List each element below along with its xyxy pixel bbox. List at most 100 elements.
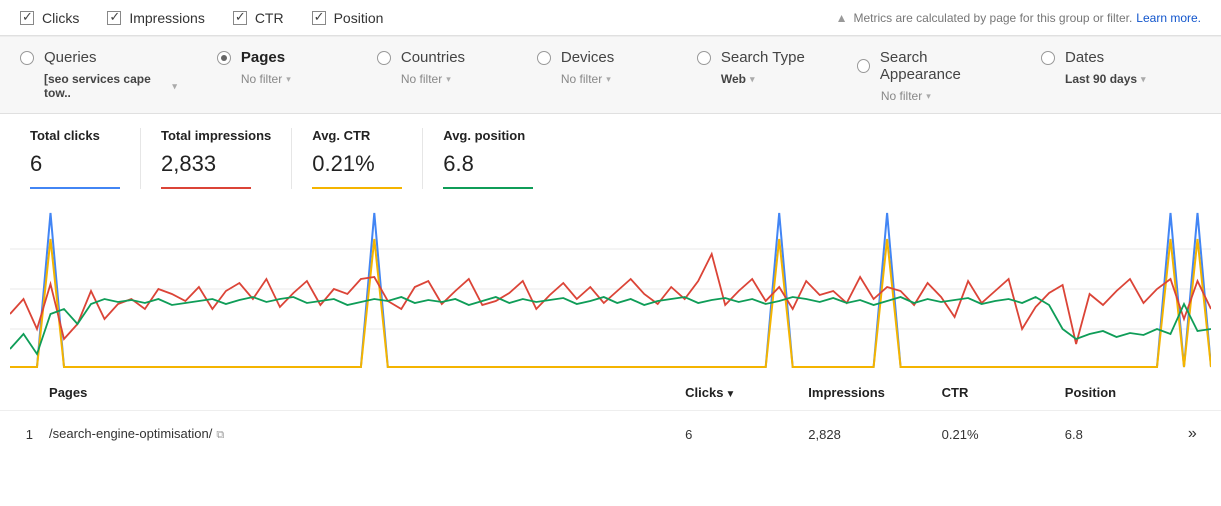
filter-head: Search Appearance	[857, 49, 1001, 83]
calculation-notice: ▲ Metrics are calculated by page for thi…	[836, 11, 1201, 25]
metric-position[interactable]: Avg. position6.8	[423, 128, 553, 189]
cell-ctr: 0.21%	[934, 411, 1057, 458]
trend-chart	[10, 209, 1211, 369]
col-pages[interactable]: Pages	[41, 375, 677, 411]
filter-sub-text: No filter	[881, 89, 922, 103]
filter-sub[interactable]: Web ▾	[721, 72, 817, 86]
toggle-label: Impressions	[129, 10, 204, 26]
filter-head: Search Type	[697, 49, 817, 66]
metric-ctr[interactable]: Avg. CTR0.21%	[292, 128, 423, 189]
series-position	[10, 297, 1211, 354]
filter-label: Countries	[401, 49, 465, 66]
notice-text: Metrics are calculated by page for this …	[853, 11, 1132, 25]
radio-icon	[20, 51, 34, 65]
toggle-label: CTR	[255, 10, 284, 26]
toggle-impressions[interactable]: Impressions	[107, 10, 204, 26]
chevron-down-icon: ▾	[1141, 74, 1146, 85]
filter-countries[interactable]: Countries No filter▾	[377, 49, 497, 103]
dimension-filter-bar: Queries[seo services cape tow..▾PagesNo …	[0, 36, 1221, 114]
col-ctr[interactable]: CTR	[934, 375, 1057, 411]
table-header-row: PagesClicks▼ImpressionsCTRPosition	[0, 375, 1221, 411]
filter-label: Search Type	[721, 49, 805, 66]
filter-searchtype[interactable]: Search Type Web ▾	[697, 49, 817, 103]
chevron-down-icon: ▾	[172, 81, 177, 92]
filter-head: Dates	[1041, 49, 1161, 66]
filter-devices[interactable]: Devices No filter ▾	[537, 49, 657, 103]
metric-value: 6.8	[443, 151, 533, 187]
radio-icon	[377, 51, 391, 65]
filter-label: Pages	[241, 49, 285, 66]
metric-underline	[30, 187, 120, 189]
sort-indicator-icon: ▼	[725, 389, 735, 400]
cell-position: 6.8	[1057, 411, 1180, 458]
radio-icon	[697, 51, 711, 65]
filter-sub[interactable]: No filter▾	[241, 72, 337, 86]
filter-head: Pages	[217, 49, 337, 66]
cell-pages: /search-engine-optimisation/ ⧉	[41, 411, 677, 458]
toggle-position[interactable]: Position	[312, 10, 384, 26]
metric-value: 2,833	[161, 151, 271, 187]
series-clicks	[10, 213, 1211, 367]
chevron-down-icon: ▾	[926, 91, 931, 102]
filter-sub-text: Web	[721, 72, 746, 86]
filter-label: Queries	[44, 49, 97, 66]
summary-metrics: Total clicks6Total impressions2,833Avg. …	[0, 114, 1221, 189]
checkbox-icon	[233, 11, 247, 25]
toggle-label: Clicks	[42, 10, 79, 26]
filter-dates[interactable]: Dates Last 90 days ▾	[1041, 49, 1161, 103]
filter-sub[interactable]: No filter ▾	[561, 72, 657, 86]
external-link-icon[interactable]: ⧉	[216, 429, 224, 441]
filter-sub-text: [seo services cape tow..	[44, 72, 168, 100]
cell-impressions: 2,828	[800, 411, 933, 458]
filter-sub[interactable]: No filter▾	[401, 72, 497, 86]
table-row[interactable]: 1/search-engine-optimisation/⧉62,8280.21…	[0, 411, 1221, 458]
metric-clicks[interactable]: Total clicks6	[10, 128, 141, 189]
col-clicks[interactable]: Clicks▼	[677, 375, 800, 411]
filter-appearance[interactable]: Search Appearance No filter ▾	[857, 49, 1001, 103]
chevron-down-icon: ▾	[750, 74, 755, 85]
checkbox-icon	[20, 11, 34, 25]
filter-head: Queries	[20, 49, 177, 66]
metric-label: Total impressions	[161, 128, 271, 151]
chevron-down-icon: ▾	[286, 74, 291, 85]
metric-value: 6	[30, 151, 120, 187]
learn-more-link[interactable]: Learn more.	[1136, 11, 1201, 25]
filter-pages[interactable]: Pages No filter▾	[217, 49, 337, 103]
page-path: /search-engine-optimisation/	[49, 426, 212, 441]
filter-head: Devices	[537, 49, 657, 66]
filter-sub-text: No filter	[561, 72, 602, 86]
col-more	[1180, 375, 1221, 411]
metric-impressions[interactable]: Total impressions2,833	[141, 128, 292, 189]
toggle-ctr[interactable]: CTR	[233, 10, 284, 26]
col-impressions[interactable]: Impressions	[800, 375, 933, 411]
metric-toggle-bar: Clicks Impressions CTR Position ▲ Metrics a…	[0, 0, 1221, 36]
metric-underline	[161, 187, 251, 189]
table-header: PagesClicks▼ImpressionsCTRPosition	[0, 375, 1221, 411]
filter-label: Devices	[561, 49, 614, 66]
radio-icon	[857, 59, 870, 73]
chart-container	[0, 189, 1221, 369]
filter-sub[interactable]: No filter ▾	[881, 89, 1001, 103]
toggle-clicks[interactable]: Clicks	[20, 10, 79, 26]
row-index: 1	[0, 411, 41, 458]
row-more-icon[interactable]: »	[1180, 411, 1221, 458]
filter-sub-text: Last 90 days	[1065, 72, 1137, 86]
toggle-label: Position	[334, 10, 384, 26]
chevron-down-icon: ▾	[446, 74, 451, 85]
chevron-down-icon: ▾	[606, 74, 611, 85]
checkbox-icon	[312, 11, 326, 25]
filter-label: Search Appearance	[880, 49, 1001, 83]
col-position[interactable]: Position	[1057, 375, 1180, 411]
filter-sub[interactable]: [seo services cape tow.. ▾	[44, 72, 177, 100]
metric-label: Total clicks	[30, 128, 120, 151]
radio-icon	[1041, 51, 1055, 65]
filter-sub[interactable]: Last 90 days ▾	[1065, 72, 1161, 86]
filter-head: Countries	[377, 49, 497, 66]
metric-underline	[443, 187, 533, 189]
filter-label: Dates	[1065, 49, 1104, 66]
filter-queries[interactable]: Queries [seo services cape tow.. ▾	[20, 49, 177, 103]
warning-icon: ▲	[836, 11, 848, 25]
metric-label: Avg. position	[443, 128, 533, 151]
pages-table: PagesClicks▼ImpressionsCTRPosition 1/sea…	[0, 375, 1221, 457]
metric-value: 0.21%	[312, 151, 402, 187]
